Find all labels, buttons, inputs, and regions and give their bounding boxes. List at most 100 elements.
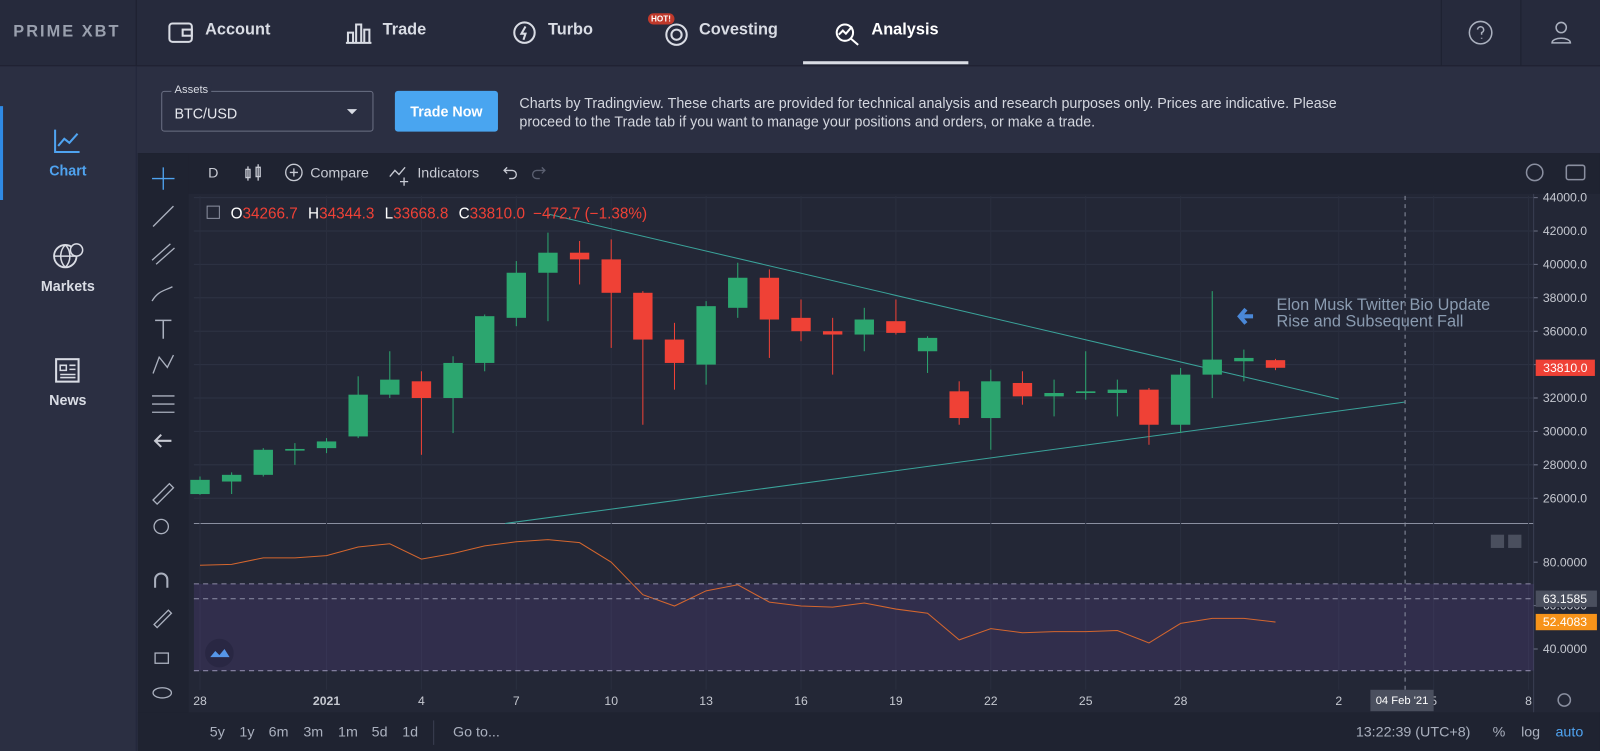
sidebar: Chart Markets News [0,66,137,751]
caret [346,109,358,115]
tool-zoom[interactable] [153,518,170,535]
nav-trade[interactable]: Trade [382,21,427,39]
divider [1520,0,1522,66]
x-tick-label: 13 [699,694,713,708]
range-button[interactable]: 5d [372,725,388,741]
x-tick-label: 4 [418,694,425,708]
candle-body [285,448,305,451]
compare-icon-plus [289,168,298,177]
nav-analysis[interactable]: Analysis [871,21,939,39]
candle-body [1139,389,1159,425]
logo[interactable]: PRIME XBT [13,23,121,41]
settings[interactable] [1525,163,1544,182]
tool-eye[interactable] [152,687,173,699]
legend-collapse[interactable] [206,205,220,219]
candle-body [949,391,969,419]
tool-magnet[interactable] [154,572,169,588]
nav-turbo[interactable]: Turbo [547,21,593,39]
candle-body [854,319,874,335]
candle-body [253,449,273,475]
tool-line[interactable] [152,205,174,227]
chart-icon [54,129,80,154]
legend-value: 33668.8 [393,205,448,222]
top-nav: PRIME XBT Account Trade Turbo HOT! Coves… [0,0,1600,67]
axis-settings[interactable] [1557,693,1572,707]
x-tick-label: 22 [984,694,998,708]
help-button[interactable] [1467,19,1494,46]
x-tick-label: 2021 [313,694,340,708]
tool-crosshair[interactable] [152,167,175,190]
scale-option[interactable]: auto [1555,725,1583,741]
asset-select[interactable]: Assets BTC/USD [161,83,374,132]
candle-body [221,474,242,482]
news-icon [55,358,80,383]
redo[interactable] [531,166,546,180]
band-fill [193,583,1534,671]
ohlc-legend: O34266.7 H34344.3 L33668.8 C33810.0 −472.7 (… [231,205,647,222]
pane-down[interactable] [1508,534,1522,548]
analysis-icon [835,23,859,46]
covesting-icon [665,23,688,46]
marker-label: 52.4083 [1543,615,1587,629]
tools-column [137,153,189,751]
tool-brush[interactable] [151,286,173,302]
markets-icon [53,243,84,269]
x-tick-label: 2 [1335,694,1342,708]
x-tick-label: 25 [1079,694,1093,708]
range-button[interactable]: 1m [338,725,358,741]
y-tick-label: 80.0000 [1543,555,1587,569]
trade-icon [345,23,372,44]
tool-ruler[interactable] [152,482,175,506]
candle-body [190,479,210,495]
scale-option[interactable]: % [1493,725,1506,741]
candle-body [1012,382,1033,397]
candle-body [316,441,337,449]
marker-label: 63.1585 [1543,592,1587,606]
pane-up[interactable] [1490,534,1505,548]
x-tick-label: 28 [1174,694,1188,708]
range-button[interactable]: 1d [402,725,418,741]
turbo-icon [513,21,536,44]
goto[interactable]: Go to... [453,725,500,741]
x-tick-label: 5 [1430,694,1437,708]
range-button[interactable]: 3m [303,725,323,741]
range-button[interactable]: 1y [239,725,255,741]
user-button[interactable] [1548,19,1575,46]
side-markets[interactable]: Markets [40,277,95,294]
tool-channel[interactable] [151,243,175,265]
compare[interactable]: Compare [310,166,369,182]
undo[interactable] [503,166,517,180]
tool-text[interactable] [155,319,172,339]
tool-pattern[interactable] [152,354,175,374]
nav-account[interactable]: Account [205,21,271,39]
side-news[interactable]: News [49,391,87,409]
bottom-bar [137,712,1600,751]
scale-option[interactable]: log [1521,725,1540,741]
tool-fib[interactable] [152,395,175,413]
candle-type-icon[interactable] [245,164,261,181]
y-tick-label: 26000.0 [1543,491,1587,505]
y-tick-label: 32000.0 [1543,391,1587,405]
interval[interactable]: D [208,166,218,182]
snapshot[interactable] [1565,164,1586,181]
y-tick-label: 28000.0 [1543,458,1587,472]
chart-bg [137,153,1600,751]
nav-covesting[interactable]: Covesting [698,21,778,39]
active-indicator [0,106,4,200]
trade-now-button[interactable]: Trade Now [394,90,498,132]
asset-select-label: Assets [171,83,212,96]
account-icon [168,22,193,43]
candle-body [1076,391,1096,394]
range-button[interactable]: 5y [210,725,226,741]
candle-body [1107,389,1128,394]
last-price-label: 33810.0 [1543,361,1587,375]
crosshair-label-bg [1370,689,1434,712]
tool-back[interactable] [153,433,172,448]
tool-lock[interactable] [154,652,170,664]
range-button[interactable]: 6m [269,725,289,741]
candle-body [1234,357,1254,362]
active-underline [803,61,969,65]
tool-lock-draw[interactable] [153,609,173,629]
side-chart[interactable]: Chart [49,162,87,179]
indicators[interactable]: Indicators [417,166,479,182]
